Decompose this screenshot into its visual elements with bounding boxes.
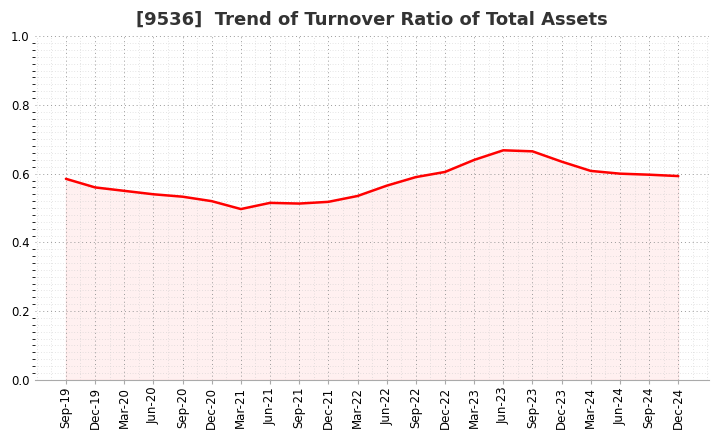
Title: [9536]  Trend of Turnover Ratio of Total Assets: [9536] Trend of Turnover Ratio of Total … (136, 11, 608, 29)
